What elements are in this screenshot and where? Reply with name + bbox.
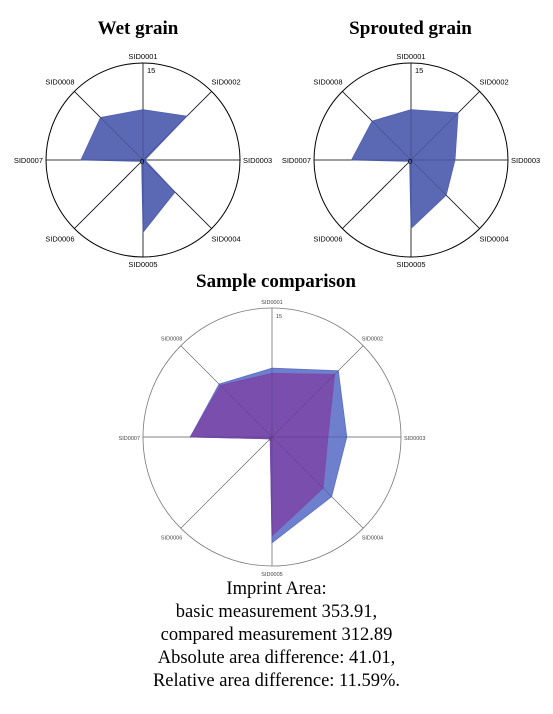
chart-title-sample-comparison: Sample comparison [196,271,356,292]
radar-spoke-overlay-sid0008 [180,345,273,438]
summary-basic-measurement: basic measurement 353.91, [175,602,378,622]
summary-compared-measurement: compared measurement 312.89 [160,625,393,645]
radar-axis-label-sid0007: SID0007 [14,156,43,165]
radar-axis-label-sid0003: SID0003 [404,436,425,442]
radar-spoke-overlay-sid0006 [74,159,144,229]
radar-tick-label-max: 15 [276,314,282,320]
radar-spoke-sid0006 [342,159,412,229]
radar-axis-label-sid0001: SID0001 [261,300,282,306]
radar-spoke-sid0006 [180,436,273,529]
radar-spoke-overlay-sid0008 [74,91,144,161]
radar-axis-label-sid0006: SID0006 [313,235,342,244]
radar-spoke-overlay-sid0008 [342,91,412,161]
radar-axis-label-sid0002: SID0002 [480,78,509,87]
radar-axis-label-sid0008: SID0008 [45,78,74,87]
radar-axis-label-sid0002: SID0002 [362,336,383,342]
radar-series-area-1 [189,372,336,537]
summary-absolute-difference: Absolute area difference: 41.01, [157,648,396,668]
radar-spoke-overlay-sid0006 [180,436,273,529]
radar-axis-label-sid0005: SID0005 [396,260,425,269]
radar-axis-label-sid0003: SID0003 [243,156,272,165]
radar-axis-label-sid0001: SID0001 [128,52,157,61]
radar-chart-sample-comparison: 15 0 SID0001 SID0002 SID0003 SID0004 SID0005 SI… [119,300,426,578]
radar-tick-label-max: 15 [147,66,155,75]
radar-spoke-overlay-sid0004 [271,436,364,529]
radar-axis-label-sid0006: SID0006 [45,235,74,244]
radar-axis-label-sid0004: SID0004 [212,235,241,244]
radar-spoke-overlay-sid0002 [410,91,480,161]
radar-tick-label-zero: 0 [269,437,272,443]
radar-axis-label-sid0004: SID0004 [362,536,383,542]
radar-spoke-sid0006 [74,159,144,229]
radar-axis-label-sid0005: SID0005 [261,572,282,578]
radar-chart-sprouted-grain: 15 0 SID0001 SID0002 SID0003 SID0004 SID0005 SI… [282,52,540,269]
imprint-area-summary: Imprint Area: basic measurement 353.91, … [0,578,553,693]
radar-series-area-0 [350,109,459,230]
radar-spoke-overlay-sid0006 [342,159,412,229]
radar-axis-label-sid0001: SID0001 [396,52,425,61]
radar-spoke-overlay-sid0002 [142,91,212,161]
radar-spoke-overlay-sid0002 [271,345,364,438]
radar-tick-label-zero: 0 [408,157,412,166]
radar-axis-label-sid0008: SID0008 [161,336,182,342]
radar-tick-label-max: 15 [415,66,423,75]
chart-title-wet-grain: Wet grain [97,18,179,39]
radar-axis-label-sid0003: SID0003 [511,156,540,165]
radar-series-area-0 [80,109,188,234]
radar-spoke-overlay-sid0004 [410,159,480,229]
radar-axis-label-sid0007: SID0007 [282,156,311,165]
radar-tick-label-zero: 0 [140,157,144,166]
summary-relative-difference: Relative area difference: 11.59%. [152,671,401,691]
radar-axis-label-sid0006: SID0006 [161,536,182,542]
summary-heading: Imprint Area: [226,579,327,599]
radar-axis-label-sid0002: SID0002 [212,78,241,87]
radar-axis-label-sid0005: SID0005 [128,260,157,269]
radar-spoke-overlay-sid0004 [142,159,212,229]
radar-axis-label-sid0008: SID0008 [313,78,342,87]
chart-title-sprouted-grain: Sprouted grain [349,18,472,39]
radar-chart-wet-grain: 15 0 SID0001 SID0002 SID0003 SID0004 SID0005 SI… [14,52,272,269]
radar-axis-label-sid0004: SID0004 [480,235,509,244]
radar-axis-label-sid0007: SID0007 [119,436,140,442]
